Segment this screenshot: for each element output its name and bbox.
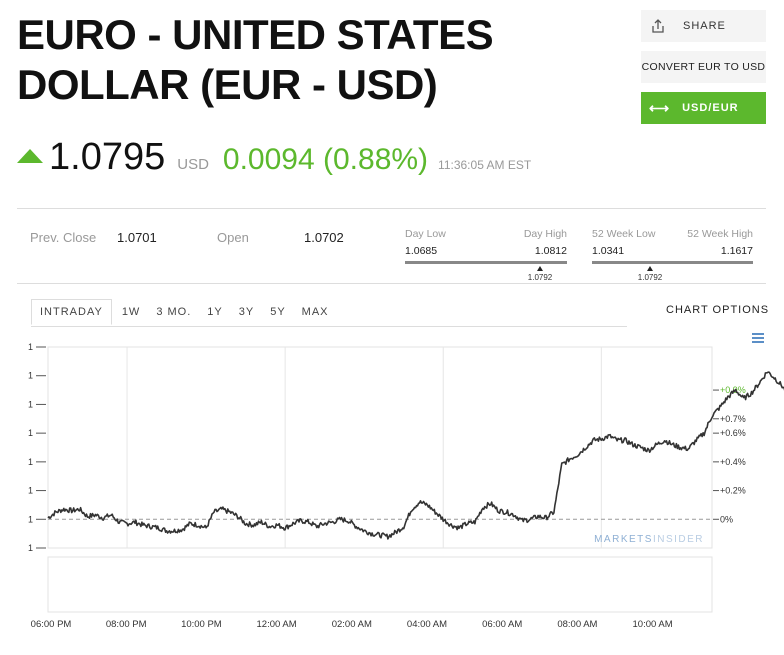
usd-eur-label: USD/EUR — [682, 102, 739, 114]
plot-frame — [47, 346, 713, 549]
left-tick-label: 1 — [28, 457, 33, 467]
week52-marker-value: 1.0792 — [637, 273, 663, 282]
right-tick-label: 0% — [720, 514, 733, 524]
right-tick-label: +0.4% — [720, 457, 746, 467]
quote-row: 1.0795 USD 0.0094 (0.88%) 11:36:05 AM ES… — [17, 136, 531, 180]
price-series-line — [47, 371, 784, 540]
day-range-marker — [537, 266, 543, 271]
right-tick-label: +0.6% — [720, 428, 746, 438]
left-tick-label: 1 — [28, 399, 33, 409]
title-line-2: DOLLAR (EUR - USD) — [17, 61, 438, 108]
tab-max[interactable]: MAX — [301, 306, 329, 318]
left-tick-label: 1 — [28, 514, 33, 524]
chart-options-button[interactable]: CHART OPTIONS — [666, 304, 770, 316]
day-high-label: Day High — [523, 228, 567, 240]
current-price: 1.0795 — [49, 136, 166, 178]
x-axis-label: 10:00 PM — [181, 619, 222, 630]
x-axis-label: 08:00 PM — [106, 619, 147, 630]
prev-close-value: 1.0701 — [117, 230, 157, 245]
triangle-up-icon — [17, 149, 43, 163]
usd-eur-button[interactable]: ⟷ USD/EUR — [641, 92, 766, 124]
day-range-bar — [405, 261, 567, 264]
markets-insider-watermark: MARKETSINSIDER — [594, 534, 704, 545]
left-tick-label: 1 — [28, 342, 33, 352]
left-tick-label: 1 — [28, 486, 33, 496]
timeframe-tabs: INTRADAY 1W 3 MO. 1Y 3Y 5Y MAX — [31, 298, 345, 326]
day-low-label: Day Low — [405, 228, 446, 240]
prev-close-label: Prev. Close — [30, 230, 97, 245]
right-tick-label: +0.9% — [720, 385, 746, 395]
share-button[interactable]: SHARE — [641, 10, 766, 42]
left-tick-label: 1 — [28, 428, 33, 438]
title-line-1: EURO - UNITED STATES — [17, 11, 494, 58]
convert-eur-to-usd-button[interactable]: CONVERT EUR TO USD — [641, 51, 766, 83]
share-icon — [652, 19, 664, 33]
stats-bar: Prev. Close 1.0701 Open 1.0702 Day Low D… — [17, 208, 766, 284]
x-axis-label: 08:00 AM — [557, 619, 597, 630]
quote-time: 11:36:05 AM EST — [438, 158, 532, 172]
week52-high-value: 1.1617 — [720, 245, 753, 257]
tab-5y[interactable]: 5Y — [270, 306, 286, 318]
day-low-value: 1.0685 — [405, 245, 438, 257]
tab-intraday[interactable]: INTRADAY — [31, 299, 112, 325]
week52-low-label: 52 Week Low — [592, 228, 656, 240]
watermark-part1: MARKETS — [594, 534, 653, 545]
open-value: 1.0702 — [304, 230, 344, 245]
tab-1y[interactable]: 1Y — [207, 306, 223, 318]
x-axis-label: 04:00 AM — [407, 619, 447, 630]
x-axis-label: 12:00 AM — [257, 619, 297, 630]
x-axis-label: 06:00 AM — [482, 619, 522, 630]
tab-1w[interactable]: 1W — [121, 306, 141, 318]
tab-3y[interactable]: 3Y — [238, 306, 255, 318]
navigator-pane — [47, 556, 713, 613]
week52-range-marker — [647, 266, 653, 271]
price-change: 0.0094 (0.88%) — [222, 143, 429, 176]
week52-low-value: 1.0341 — [592, 245, 625, 257]
watermark-part2: INSIDER — [653, 534, 704, 545]
intraday-chart: 1 1 1 1 1 1 1 1 +0.9% +0.7% +0.6% +0.4% +0.2% 0% MARKE… — [28, 342, 784, 630]
page-title: EURO - UNITED STATES DOLLAR (EUR - USD) — [17, 10, 617, 110]
week52-high-label: 52 Week High — [687, 228, 753, 240]
left-tick-label: 1 — [28, 543, 33, 553]
x-axis-label: 02:00 AM — [332, 619, 372, 630]
right-tick-label: +0.7% — [720, 414, 746, 424]
right-tick-label: +0.2% — [720, 486, 746, 496]
hamburger-menu-icon[interactable] — [752, 333, 764, 345]
convert-label: CONVERT EUR TO USD — [641, 61, 766, 73]
day-marker-value: 1.0792 — [527, 273, 553, 282]
week52-range-bar — [592, 261, 753, 264]
day-high-value: 1.0812 — [534, 245, 567, 257]
open-label: Open — [217, 230, 249, 245]
left-tick-label: 1 — [28, 371, 33, 381]
price-currency: USD — [177, 156, 209, 173]
tab-3mo[interactable]: 3 MO. — [156, 306, 192, 318]
swap-arrows-icon: ⟷ — [649, 99, 671, 116]
x-axis-label: 10:00 AM — [633, 619, 673, 630]
share-label: SHARE — [683, 20, 726, 32]
x-axis-label: 06:00 PM — [31, 619, 72, 630]
tabs-divider — [31, 326, 627, 327]
